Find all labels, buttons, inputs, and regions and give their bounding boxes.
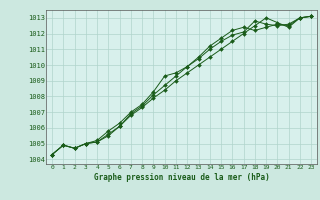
X-axis label: Graphe pression niveau de la mer (hPa): Graphe pression niveau de la mer (hPa) <box>94 173 269 182</box>
